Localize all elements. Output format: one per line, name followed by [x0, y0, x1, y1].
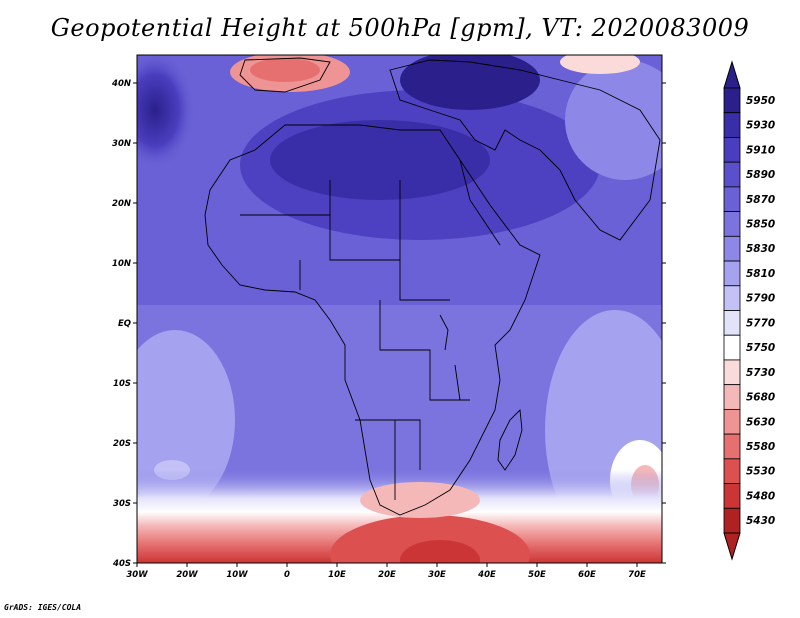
colorbar-label: 5770 [746, 317, 775, 329]
colorbar-label: 5890 [746, 169, 775, 181]
lat-tick-label: 40S [112, 559, 131, 569]
colorbar-swatch [723, 384, 741, 410]
footer-credit: GrADS: IGES/COLA [4, 603, 82, 612]
colorbar-label: 5950 [746, 95, 775, 107]
colorbar-swatch [723, 87, 741, 114]
colorbar-swatch [723, 483, 741, 509]
lat-tick-label: 30N [112, 139, 131, 149]
colorbar-swatch [723, 260, 741, 287]
colorbar-swatch [723, 235, 741, 262]
lat-tick-label: 40N [111, 79, 131, 89]
longitude-axis: 30W 20W 10W 0 10E 20E 30E 40E 50E 60E 70E [126, 563, 646, 580]
map-title: Geopotential Height at 500hPa [gpm], VT:… [50, 14, 750, 42]
colorbar-swatch [723, 285, 741, 311]
geopotential-field [137, 55, 662, 563]
colorbar-label: 5830 [746, 243, 775, 255]
colorbar-label: 5430 [746, 515, 775, 527]
colorbar-max-arrow [723, 60, 741, 89]
lat-tick-label: 10S [113, 379, 131, 389]
colorbar-label: 5480 [746, 490, 775, 502]
lon-tick-label: 0 [284, 570, 290, 580]
colorbar-swatch [723, 186, 741, 213]
plot-frame [136, 54, 663, 564]
colorbar-label: 5680 [746, 392, 775, 404]
lon-tick-label: 20W [176, 570, 198, 580]
lat-tick-label: 30S [113, 499, 131, 509]
lon-tick-label: 30E [428, 570, 446, 580]
colorbar-swatch [723, 507, 741, 534]
lon-tick-label: 50E [528, 570, 546, 580]
colorbar-swatch [723, 137, 741, 163]
colorbar-label: 5850 [746, 218, 775, 230]
colorbar-swatch [723, 310, 741, 336]
colorbar-label: 5790 [746, 293, 775, 305]
lon-tick-label: 30W [126, 570, 148, 580]
colorbar: 5950 5930 5910 5890 5870 5850 5830 5810 5790 5770… [723, 60, 775, 561]
colorbar-label: 5750 [746, 342, 775, 354]
lat-tick-label: 20N [112, 199, 131, 209]
lat-tick-label: 10N [112, 259, 131, 269]
colorbar-swatch [723, 458, 741, 484]
latitude-axis: 40N 30N 20N 10N EQ 10S 20S 30S 40S [111, 79, 666, 569]
colorbar-swatch [723, 433, 741, 460]
colorbar-swatch [723, 161, 741, 188]
colorbar-label: 5730 [746, 367, 775, 379]
lon-tick-label: 10W [226, 570, 248, 580]
colorbar-swatch [723, 359, 741, 386]
lon-tick-label: 10E [328, 570, 346, 580]
lon-tick-label: 40E [477, 570, 496, 580]
coastlines [204, 57, 661, 516]
lat-tick-label: EQ [118, 319, 131, 329]
lat-tick-label: 20S [113, 439, 131, 449]
colorbar-label: 5810 [746, 268, 775, 280]
lon-tick-label: 70E [628, 570, 646, 580]
colorbar-label: 5630 [746, 416, 775, 428]
colorbar-label: 5870 [746, 194, 775, 206]
colorbar-label: 5530 [746, 466, 775, 478]
colorbar-swatch [723, 408, 741, 435]
colorbar-label: 5580 [746, 441, 775, 453]
lon-tick-label: 20E [378, 570, 396, 580]
colorbar-swatch [723, 334, 741, 361]
colorbar-label: 5910 [746, 144, 775, 156]
lon-tick-label: 60E [578, 570, 596, 580]
colorbar-swatch [723, 211, 741, 237]
colorbar-min-arrow [723, 532, 741, 561]
colorbar-label: 5930 [746, 120, 775, 132]
colorbar-swatch [723, 112, 741, 138]
